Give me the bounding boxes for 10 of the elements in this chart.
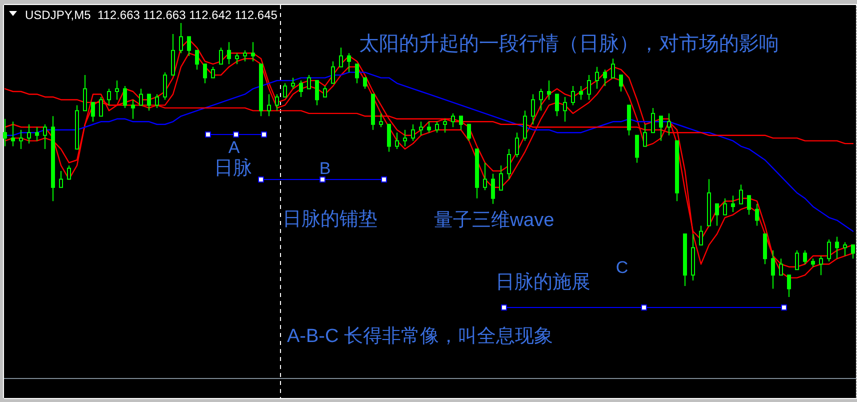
annotation: USDJPY,M5 112.663 112.663 112.642 112.645 xyxy=(25,8,278,22)
title: 太阳的升起的一段行情（日脉），对市场的影响 xyxy=(359,33,779,55)
annotation: A-B-C 长得非常像，叫全息现象 xyxy=(287,326,553,347)
annotation: 量子三维wave xyxy=(434,210,554,231)
annotation: 日脉 xyxy=(214,158,252,179)
annotation: B xyxy=(319,159,331,178)
annotation: 日脉的铺垫 xyxy=(282,209,378,230)
annotation: 日脉的施展 xyxy=(496,272,590,293)
annotation: C xyxy=(616,258,628,277)
annotation: A xyxy=(228,138,240,157)
